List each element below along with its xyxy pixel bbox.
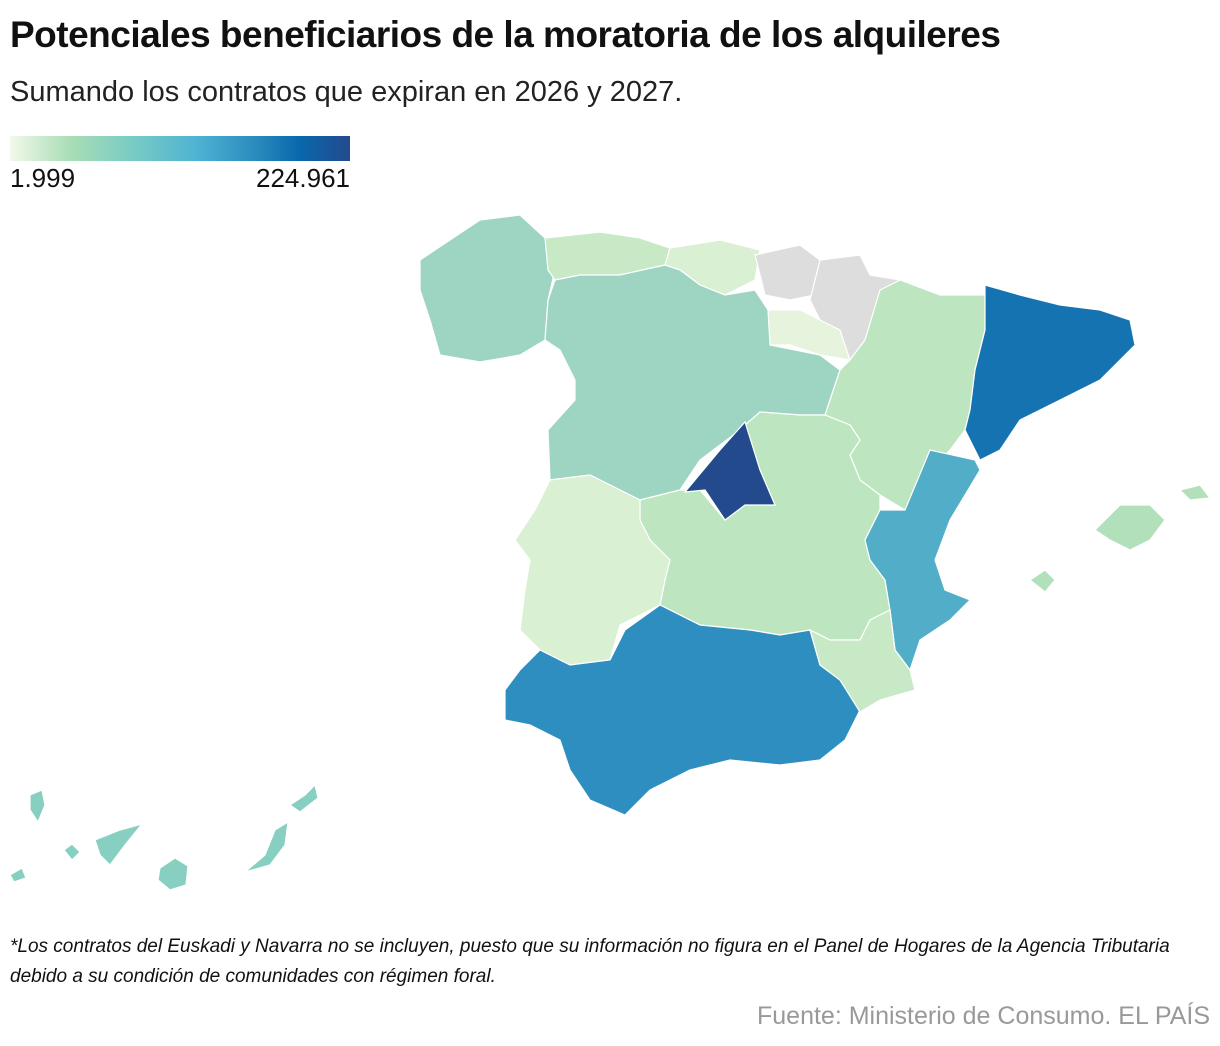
region-comunidad-valenciana[interactable] [864, 449, 981, 672]
island-mallorca[interactable] [1094, 504, 1166, 551]
region-andalucia[interactable] [504, 604, 861, 816]
region-cataluna[interactable] [964, 284, 1136, 461]
legend-max-label: 224.961 [256, 163, 350, 193]
region-galicia[interactable] [419, 214, 556, 363]
island-menorca[interactable] [1178, 484, 1212, 501]
legend-gradient-bar [10, 136, 350, 161]
source-credit: Fuente: Ministerio de Consumo. EL PAÍS [757, 1002, 1210, 1030]
chart-title: Potenciales beneficiarios de la moratori… [10, 14, 1001, 55]
island-fuerteventura[interactable] [244, 820, 289, 873]
region-madrid[interactable] [683, 420, 776, 521]
island-lanzarote[interactable] [288, 783, 319, 813]
island-ibiza[interactable] [1028, 569, 1056, 593]
region-extremadura[interactable] [514, 474, 671, 666]
island-gran-canaria[interactable] [157, 857, 189, 891]
legend-min-label: 1.999 [10, 163, 76, 193]
island-la-gomera[interactable] [63, 843, 81, 861]
color-legend: 1.999 224.961 [10, 136, 350, 194]
region-baleares[interactable] [1028, 484, 1212, 593]
island-el-hierro[interactable] [9, 867, 27, 883]
region-pais-vasco[interactable] [754, 244, 821, 301]
footnote: *Los contratos del Euskadi y Navarra no … [10, 936, 1170, 987]
island-tenerife[interactable] [94, 822, 144, 866]
region-murcia[interactable] [809, 609, 916, 713]
chart-subtitle: Sumando los contratos que expiran en 202… [10, 76, 683, 108]
region-canarias[interactable] [9, 783, 319, 891]
island-la-palma[interactable] [29, 789, 46, 824]
region-la-rioja[interactable] [767, 309, 851, 361]
